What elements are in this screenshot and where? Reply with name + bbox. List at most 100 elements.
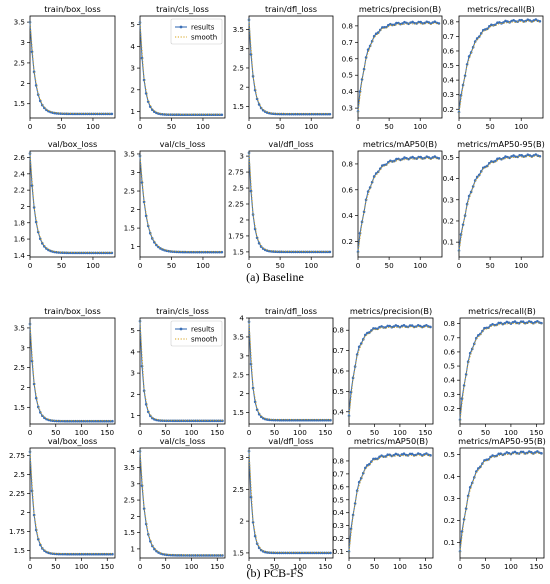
y-tick-label: 0.3 bbox=[444, 390, 455, 399]
y-tick-label: 5 bbox=[130, 20, 135, 29]
results-point bbox=[111, 419, 114, 423]
plot-frame bbox=[29, 150, 116, 258]
legend-results-label: results bbox=[191, 326, 215, 334]
chart-title: train/dfl_loss bbox=[265, 4, 317, 14]
y-tick-label: 2 bbox=[239, 83, 244, 92]
results-point bbox=[382, 163, 386, 167]
results-point bbox=[486, 164, 489, 168]
results-point bbox=[497, 452, 500, 456]
results-point bbox=[59, 112, 62, 115]
smooth-line bbox=[458, 20, 541, 114]
results-point bbox=[501, 322, 505, 326]
results-point bbox=[220, 113, 224, 117]
y-tick-label: 0.6 bbox=[443, 46, 455, 55]
results-line bbox=[29, 451, 113, 555]
results-point bbox=[503, 452, 507, 456]
results-point bbox=[418, 324, 422, 328]
results-point bbox=[366, 48, 370, 51]
results-point bbox=[92, 419, 96, 423]
x-tick-label: 0 bbox=[247, 261, 252, 270]
x-tick-label: 100 bbox=[304, 261, 318, 270]
results-point bbox=[257, 546, 261, 550]
y-tick-label: 0.8 bbox=[333, 456, 345, 465]
results-point bbox=[496, 21, 499, 25]
y-tick-label: 0.8 bbox=[333, 326, 345, 335]
results-point bbox=[53, 419, 57, 423]
chart-title: train/cls_loss bbox=[156, 4, 209, 14]
y-tick-label: 2 bbox=[130, 390, 135, 399]
results-point bbox=[312, 250, 316, 254]
results-point bbox=[507, 451, 511, 455]
chart-title: metrics/precision(B) bbox=[350, 306, 432, 316]
y-tick-label: 3 bbox=[239, 351, 244, 360]
results-point bbox=[492, 24, 495, 27]
y-tick-label: 3.5 bbox=[233, 332, 244, 341]
chart-title: metrics/precision(B) bbox=[359, 4, 441, 14]
y-tick-label: 0.3 bbox=[342, 104, 353, 113]
x-tick-label: 0 bbox=[28, 562, 33, 571]
results-point bbox=[528, 19, 532, 22]
results-point bbox=[146, 100, 150, 103]
x-tick-label: 0 bbox=[138, 261, 143, 270]
results-point bbox=[261, 416, 265, 420]
y-tick-label: 1.5 bbox=[14, 403, 25, 412]
results-point bbox=[407, 22, 410, 26]
results-point bbox=[477, 173, 481, 177]
results-point bbox=[391, 160, 394, 163]
x-tick-label: 150 bbox=[100, 428, 114, 437]
results-point bbox=[534, 153, 538, 156]
y-tick-label: 1 bbox=[130, 242, 135, 251]
results-point bbox=[410, 324, 414, 327]
results-point bbox=[433, 155, 437, 158]
results-line bbox=[248, 451, 331, 554]
results-point bbox=[276, 250, 279, 254]
plot-frame bbox=[459, 447, 545, 559]
y-tick-label: 0.5 bbox=[333, 495, 344, 504]
chart-panel: val/cls_loss 0 50 100 1 1.5 2 2.5 3 3.5 bbox=[124, 139, 226, 270]
chart-title: metrics/mAP50(B) bbox=[354, 436, 428, 446]
plot-frame bbox=[458, 15, 544, 119]
x-tick-label: 100 bbox=[514, 261, 528, 270]
results-point bbox=[210, 419, 214, 423]
y-tick-label: 1 bbox=[130, 107, 135, 116]
y-tick-label: 0.4 bbox=[333, 407, 345, 416]
y-tick-label: 2.5 bbox=[124, 187, 135, 196]
results-point bbox=[526, 18, 530, 22]
x-tick-label: 50 bbox=[276, 261, 286, 270]
results-point bbox=[282, 418, 285, 422]
x-tick-label: 100 bbox=[196, 122, 210, 131]
plot-frame bbox=[29, 15, 116, 119]
results-point bbox=[362, 210, 366, 214]
results-point bbox=[394, 324, 398, 327]
results-point bbox=[415, 22, 418, 25]
y-tick-label: 2.5 bbox=[14, 363, 25, 372]
results-point bbox=[36, 537, 40, 541]
x-tick-label: 50 bbox=[167, 122, 177, 131]
results-point bbox=[171, 419, 175, 423]
y-tick-label: 0.3 bbox=[443, 90, 454, 99]
x-tick-label: 0 bbox=[247, 562, 252, 571]
results-line bbox=[458, 18, 541, 113]
results-point bbox=[403, 156, 406, 159]
results-line bbox=[29, 153, 112, 254]
chart-title: metrics/recall(B) bbox=[468, 306, 536, 316]
chart-panel: val/dfl_loss 0 50 100 150 1.5 2 2.5 3 bbox=[233, 436, 334, 571]
results-point bbox=[536, 320, 539, 323]
results-point bbox=[540, 452, 543, 455]
results-point bbox=[416, 452, 420, 455]
plot-frame bbox=[29, 447, 116, 559]
results-point bbox=[153, 110, 156, 114]
results-point bbox=[429, 325, 432, 329]
y-tick-label: 4 bbox=[130, 447, 135, 456]
results-line bbox=[459, 450, 542, 552]
y-tick-label: 0.5 bbox=[444, 362, 455, 371]
results-point bbox=[328, 250, 332, 254]
x-tick-label: 50 bbox=[385, 261, 395, 270]
results-point bbox=[265, 111, 269, 114]
results-point bbox=[376, 31, 380, 34]
results-point bbox=[169, 113, 172, 116]
results-point bbox=[534, 18, 538, 21]
chart-title: val/box_loss bbox=[48, 139, 98, 149]
y-tick-label: 3 bbox=[130, 64, 135, 73]
y-tick-label: 0.2 bbox=[444, 404, 455, 413]
